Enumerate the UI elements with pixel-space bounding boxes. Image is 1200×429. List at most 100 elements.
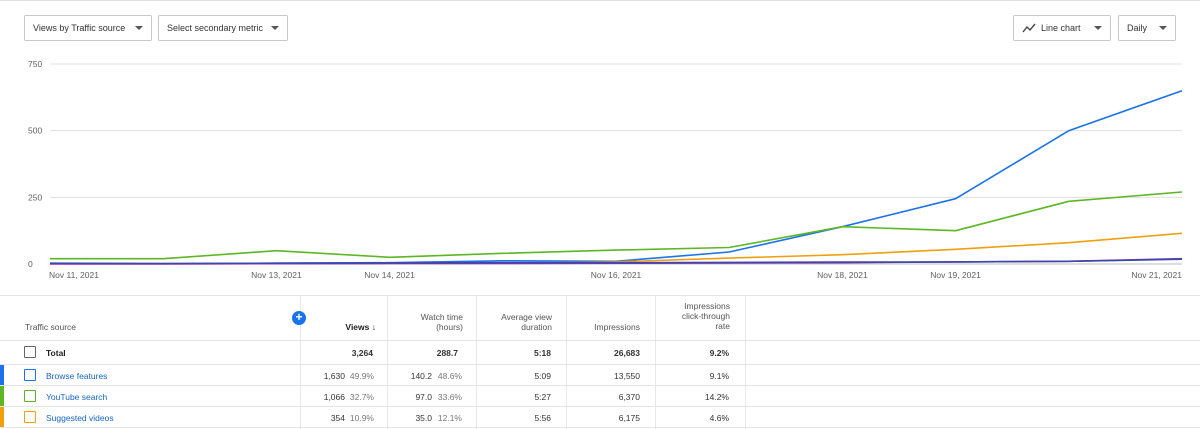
views-value: 1,630 [323,371,345,381]
x-tick-label: Nov 21, 2021 [1131,270,1182,280]
x-tick-label: Nov 14, 2021 [364,270,415,280]
header-ctr[interactable]: Impressions click-through rate [664,301,730,331]
header-watch-time-line1: Watch time [420,312,463,322]
x-tick-label: Nov 11, 2021 [49,270,99,280]
impressions-value: 6,175 [618,413,640,423]
x-tick-label: Nov 16, 2021 [591,270,642,280]
series-checkbox[interactable] [24,369,36,381]
series-line [50,191,1183,260]
metric-dropdown-label: Views by Traffic source [33,23,126,33]
table-row-total: Total 3,264 288.7 5:18 26,683 9.2% [0,340,1200,364]
interval-label: Daily [1127,23,1148,33]
line-chart-icon [1022,23,1036,33]
avd-value: 5:27 [534,392,551,402]
total-watch-time: 288.7 [436,348,458,358]
watch-time-value: 35.0 [415,413,432,423]
watch-time-percent: 33.6% [437,392,462,402]
y-tick-label: 500 [28,126,42,136]
header-impressions[interactable]: Impressions [594,322,640,332]
watch-time-percent: 48.6% [437,371,462,381]
impressions-value: 6,370 [618,392,640,402]
caret-down-icon [1094,26,1102,30]
top-divider [0,0,1200,1]
add-metric-button[interactable]: + [292,311,306,325]
table-row: Suggested videos 354 10.9% 35.0 12.1% 5:… [0,407,1200,427]
column-divider [300,296,301,429]
header-avd-line2: duration [521,322,552,332]
x-tick-label: Nov 18, 2021 [817,270,868,280]
x-tick-label: Nov 19, 2021 [930,270,981,280]
series-line [49,258,1183,265]
header-ctr-line1: Impressions [684,301,730,311]
series-checkbox[interactable] [24,390,36,402]
views-percent: 32.7% [349,392,374,402]
column-divider [387,296,388,429]
y-tick-label: 750 [28,59,42,69]
views-value: 354 [330,413,345,423]
series-color-stripe [0,386,4,406]
caret-down-icon [1159,26,1167,30]
sort-down-icon: ↓ [371,322,376,332]
table-header: Traffic source + Views ↓ Watch time (hou… [0,296,1200,340]
metric-dropdown[interactable]: Views by Traffic source [24,15,152,41]
traffic-source-link[interactable]: Suggested videos [46,413,114,423]
views-percent: 49.9% [349,371,374,381]
header-average-view-duration[interactable]: Average view duration [486,312,552,332]
header-avd-line1: Average view [501,312,552,322]
chart-type-label: Line chart [1041,23,1081,33]
header-ctr-line3: rate [715,321,730,331]
caret-down-icon [135,26,143,30]
views-percent: 10.9% [349,413,374,423]
row-divider [0,385,1200,386]
row-divider [0,406,1200,407]
total-ctr: 9.2% [709,348,729,358]
header-watch-time-line2: (hours) [436,322,463,332]
x-tick-label: Nov 13, 2021 [251,270,302,280]
table-row: YouTube search 1,066 32.7% 97.0 33.6% 5:… [0,386,1200,406]
interval-dropdown[interactable]: Daily [1118,15,1176,41]
views-value: 1,066 [323,392,345,402]
row-divider [0,340,1200,341]
ctr-value: 9.1% [709,371,729,381]
header-watch-time[interactable]: Watch time (hours) [398,312,463,332]
watch-time-percent: 12.1% [437,413,462,423]
watch-time-value: 97.0 [415,392,432,402]
y-tick-label: 0 [28,259,33,269]
traffic-source-link[interactable]: Browse features [46,371,108,381]
header-traffic-source[interactable]: Traffic source [25,322,77,332]
secondary-metric-dropdown[interactable]: Select secondary metric [158,15,288,41]
total-impressions: 26,683 [614,348,640,358]
total-views: 3,264 [351,348,373,358]
avd-value: 5:56 [534,413,551,423]
column-divider [655,296,656,429]
ctr-value: 4.6% [709,413,729,423]
table-row: Browse features 1,630 49.9% 140.2 48.6% … [0,365,1200,385]
row-divider [0,364,1200,365]
impressions-value: 13,550 [614,371,640,381]
traffic-source-link[interactable]: YouTube search [46,392,108,402]
row-divider [0,427,1200,428]
header-ctr-line2: click-through [681,311,730,321]
series-checkbox[interactable] [24,411,36,423]
column-divider [745,296,746,429]
series-color-stripe [0,407,4,427]
header-views[interactable]: Views ↓ [320,322,376,332]
y-tick-label: 250 [28,192,42,202]
total-checkbox[interactable] [24,346,36,358]
column-divider [566,296,567,429]
series-line [50,232,1183,265]
series-color-stripe [0,365,4,385]
series-line [49,89,1183,265]
avd-value: 5:09 [534,371,551,381]
total-avd: 5:18 [533,348,551,358]
header-views-label: Views [345,322,370,332]
column-divider [476,296,477,429]
ctr-value: 14.2% [704,392,729,402]
caret-down-icon [271,26,279,30]
watch-time-value: 140.2 [410,371,432,381]
total-label: Total [46,348,66,358]
traffic-source-table: Traffic source + Views ↓ Watch time (hou… [0,295,1200,429]
views-line-chart: 0 250 500 750 Nov 11, 2021 Nov 13, 2021 Nov 14… [28,59,1183,280]
secondary-metric-label: Select secondary metric [167,23,264,33]
chart-type-dropdown[interactable]: Line chart [1013,15,1111,41]
